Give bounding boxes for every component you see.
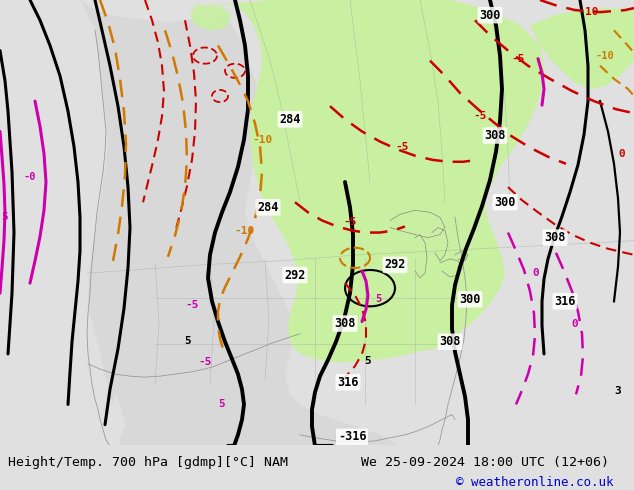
Text: -10: -10	[235, 225, 255, 236]
Text: 5: 5	[365, 356, 372, 366]
Text: 292: 292	[384, 258, 406, 271]
Text: -5: -5	[343, 218, 357, 227]
Text: -10: -10	[595, 50, 614, 61]
Polygon shape	[190, 5, 232, 30]
Text: © weatheronline.co.uk: © weatheronline.co.uk	[456, 476, 614, 489]
Polygon shape	[80, 0, 225, 22]
Text: 5: 5	[219, 399, 225, 410]
Polygon shape	[190, 0, 634, 446]
Polygon shape	[0, 0, 120, 446]
Text: 308: 308	[334, 317, 356, 330]
Text: 308: 308	[484, 129, 506, 142]
Text: 292: 292	[284, 269, 306, 282]
Text: 0: 0	[618, 149, 624, 159]
Text: 5: 5	[375, 294, 381, 304]
Text: -5: -5	[198, 357, 212, 367]
Polygon shape	[220, 0, 545, 362]
Polygon shape	[530, 8, 634, 89]
Text: -5: -5	[185, 300, 198, 310]
Text: 316: 316	[337, 376, 359, 389]
Text: 5: 5	[2, 212, 8, 222]
Polygon shape	[105, 394, 125, 446]
Text: 300: 300	[459, 293, 481, 306]
Text: 300: 300	[479, 9, 501, 22]
Text: 3: 3	[614, 386, 621, 396]
Text: -5: -5	[395, 142, 409, 151]
Text: -0: -0	[23, 172, 36, 182]
Text: -316: -316	[338, 430, 366, 443]
Polygon shape	[258, 3, 295, 25]
Text: We 25-09-2024 18:00 UTC (12+06): We 25-09-2024 18:00 UTC (12+06)	[361, 456, 609, 468]
Polygon shape	[366, 288, 465, 352]
Text: -5: -5	[511, 53, 525, 64]
Text: 0: 0	[533, 268, 540, 278]
Text: -10: -10	[252, 135, 272, 145]
Text: 5: 5	[184, 336, 191, 346]
Text: 316: 316	[554, 295, 576, 308]
Text: 308: 308	[439, 335, 461, 348]
Text: 308: 308	[545, 231, 566, 244]
Text: 284: 284	[280, 113, 301, 126]
Text: 300: 300	[495, 196, 515, 209]
Text: 0: 0	[572, 318, 578, 329]
Text: Height/Temp. 700 hPa [gdmp][°C] NAM: Height/Temp. 700 hPa [gdmp][°C] NAM	[8, 456, 288, 468]
Text: 284: 284	[257, 201, 279, 214]
Text: -5: -5	[473, 111, 487, 122]
Text: 10: 10	[585, 7, 598, 17]
